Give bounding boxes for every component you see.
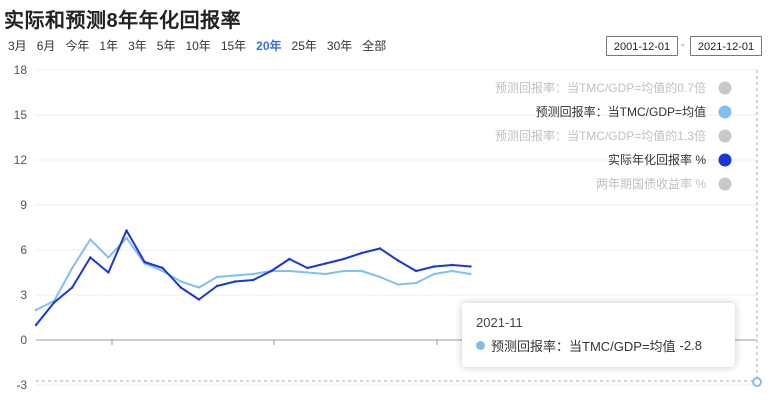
legend-item-label[interactable]: 预测回报率：当TMC/GDP=均值的1.3倍 xyxy=(495,128,706,143)
data-point xyxy=(197,286,201,289)
data-point xyxy=(324,272,327,276)
data-point xyxy=(252,272,255,276)
range-button[interactable]: 5年 xyxy=(156,39,176,53)
data-point xyxy=(396,283,400,286)
data-point xyxy=(107,256,110,259)
range-selector: 3月 6月 今年 1年 3年 5年 10年 15年 20年 25年 30年 全部 xyxy=(8,37,396,54)
date-to-input[interactable]: 2021-12-01 xyxy=(690,36,762,56)
data-point xyxy=(433,265,436,268)
range-button[interactable]: 3年 xyxy=(128,39,147,53)
date-from-input[interactable]: 2001-12-01 xyxy=(606,36,678,56)
data-point xyxy=(288,269,291,273)
data-point xyxy=(252,278,255,282)
hover-point-marker xyxy=(752,377,762,387)
data-point xyxy=(34,308,38,312)
data-point xyxy=(197,298,201,301)
data-point xyxy=(52,301,56,304)
data-point xyxy=(270,269,273,273)
legend-item-marker[interactable] xyxy=(718,153,732,167)
data-point xyxy=(71,286,74,289)
data-point xyxy=(34,323,38,327)
legend-item-label[interactable]: 预测回报率：当TMC/GDP=均值 xyxy=(536,104,706,119)
data-point xyxy=(125,236,128,240)
tooltip-row: 预测回报率：当TMC/GDP=均值 -2.8 xyxy=(476,336,721,355)
data-point xyxy=(451,269,454,273)
legend-item-label[interactable]: 实际年化回报率 % xyxy=(608,152,706,167)
data-point xyxy=(161,266,164,270)
data-point xyxy=(89,238,92,241)
legend-item-marker[interactable] xyxy=(718,105,732,119)
date-separator: - xyxy=(681,39,685,51)
data-point xyxy=(125,229,128,232)
legend-item-marker[interactable] xyxy=(718,81,732,95)
data-point xyxy=(71,266,74,270)
data-point xyxy=(233,280,237,283)
y-tick-label: 3 xyxy=(20,288,27,302)
range-button[interactable]: 20年 xyxy=(256,39,282,53)
tooltip-value: -2.8 xyxy=(679,338,702,353)
data-point xyxy=(469,265,472,268)
data-point xyxy=(414,281,418,285)
y-tick-label: 12 xyxy=(14,153,28,167)
legend-item-marker[interactable] xyxy=(718,177,732,191)
data-point xyxy=(414,269,418,273)
tooltip: 2021-11 预测回报率：当TMC/GDP=均值 -2.8 xyxy=(462,303,735,367)
data-point xyxy=(143,260,146,264)
range-button[interactable]: 1年 xyxy=(99,39,119,53)
range-button[interactable]: 15年 xyxy=(220,39,247,53)
y-tick-label: 18 xyxy=(14,63,28,77)
data-point xyxy=(342,257,345,261)
y-tick-label: 6 xyxy=(20,243,27,257)
y-tick-label: 0 xyxy=(20,333,27,347)
tooltip-label: 预测回报率：当TMC/GDP=均值 xyxy=(491,339,676,354)
data-point xyxy=(306,271,309,274)
data-point xyxy=(469,272,472,276)
data-point xyxy=(378,247,382,250)
actual-series-line xyxy=(35,229,471,326)
data-point xyxy=(433,272,436,276)
data-point xyxy=(233,274,237,277)
legend-item-label[interactable]: 预测回报率：当TMC/GDP=均值的0.7倍 xyxy=(495,80,706,95)
data-point xyxy=(288,257,291,261)
data-point xyxy=(179,280,183,283)
range-button[interactable]: 全部 xyxy=(362,39,387,53)
data-point xyxy=(360,269,364,273)
data-point xyxy=(306,266,309,270)
data-point xyxy=(215,284,219,288)
data-point xyxy=(161,269,164,273)
range-button[interactable]: 30年 xyxy=(326,39,353,53)
data-point xyxy=(324,262,327,265)
data-point xyxy=(396,259,400,262)
y-tick-label: -3 xyxy=(16,378,27,392)
data-point xyxy=(451,263,454,267)
data-point xyxy=(215,275,219,279)
legend-item-marker[interactable] xyxy=(718,129,732,143)
data-point xyxy=(107,271,110,274)
data-point xyxy=(179,286,183,289)
data-point xyxy=(378,275,382,279)
range-button[interactable]: 6月 xyxy=(36,39,56,53)
range-button[interactable]: 今年 xyxy=(65,39,90,53)
data-point xyxy=(342,269,345,273)
range-button[interactable]: 25年 xyxy=(291,39,317,53)
data-point xyxy=(360,251,364,255)
y-tick-label: 15 xyxy=(14,108,28,122)
tooltip-title: 2021-11 xyxy=(476,315,523,330)
legend-item-label[interactable]: 两年期国债收益率 % xyxy=(596,176,706,191)
data-point xyxy=(89,256,92,259)
range-button[interactable]: 3月 xyxy=(8,39,27,53)
tooltip-series-dot xyxy=(476,341,485,350)
range-button[interactable]: 10年 xyxy=(185,39,211,53)
y-tick-label: 9 xyxy=(20,198,27,212)
chart-title: 实际和预测8年年化回报率 xyxy=(4,10,242,32)
